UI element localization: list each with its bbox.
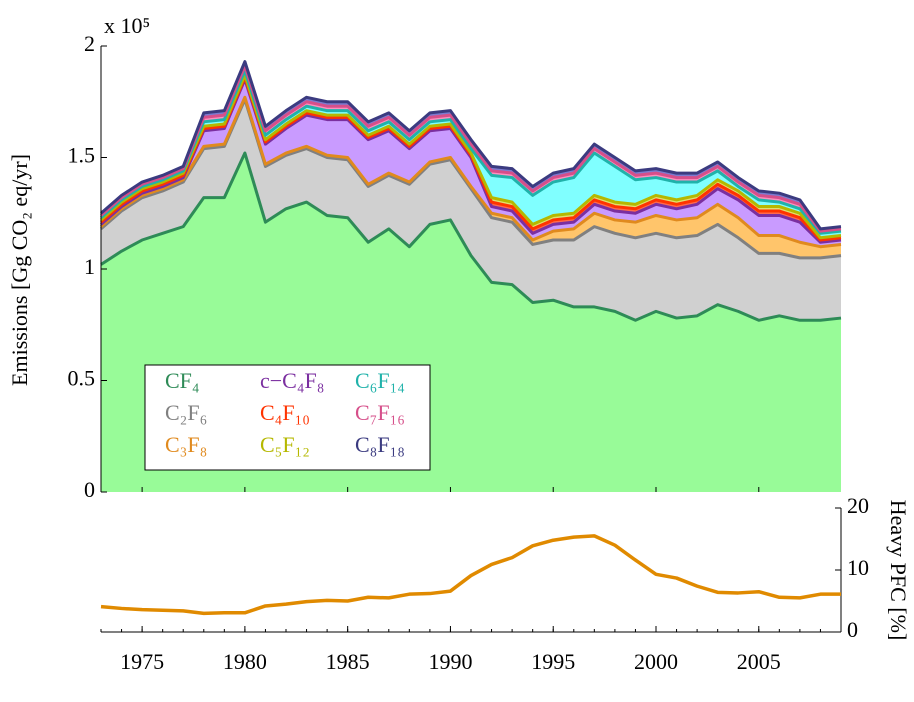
- y-tick-label: 0.5: [68, 366, 96, 391]
- area-edge: [100, 95, 842, 249]
- legend-entry: C₆F₁₄: [355, 368, 405, 393]
- y-tick-label: 1: [84, 254, 95, 279]
- area-edge: [100, 151, 842, 322]
- x-tick-label: 1985: [326, 649, 370, 674]
- y-tick-label: 0: [84, 477, 95, 502]
- y2-tick-label: 0: [847, 617, 858, 642]
- x-tick-label: 1990: [428, 649, 472, 674]
- legend-entry: C₈F₁₈: [355, 432, 405, 457]
- legend-box: [144, 364, 431, 471]
- legend-entry: CF₄: [165, 368, 200, 393]
- legend-entry: C₂F₆: [165, 400, 207, 425]
- y-tick-label: 1.5: [68, 143, 96, 168]
- legend-entry: c−C₄F₈: [260, 368, 324, 393]
- x-tick-label: 1980: [223, 649, 267, 674]
- y-multiplier: x 10⁵: [104, 13, 150, 38]
- area-edge: [100, 73, 842, 240]
- y-axis-label: Emissions [Gg CO₂ eq/yr]: [7, 154, 32, 386]
- area-edge: [100, 60, 842, 231]
- legend-entry: C₇F₁₆: [355, 400, 405, 425]
- y2-axis-label: Heavy PFC [%]: [886, 500, 911, 641]
- legend: CF₄ C₂F₆ C₃F₈ c−C₄F₈ C₄F₁₀ C₅F₁₂ C₆F₁₄ C₇F₁₆ C₈F…: [144, 364, 431, 471]
- y-tick-label: 2: [84, 31, 95, 56]
- x-tick-label: 1975: [120, 649, 164, 674]
- x-tick-label: 2000: [634, 649, 678, 674]
- x-tick-label: 1995: [531, 649, 575, 674]
- x-tick-label: 2005: [737, 649, 781, 674]
- line: [100, 534, 841, 616]
- y2-tick-label: 20: [847, 493, 869, 518]
- y2-tick-label: 10: [847, 555, 869, 580]
- legend-entry: C₃F₈: [165, 432, 207, 457]
- area: [101, 97, 841, 258]
- area-edge: [100, 69, 842, 235]
- area-edge: [100, 64, 842, 233]
- area: [101, 99, 841, 321]
- legend-entry: C₄F₁₀: [260, 400, 310, 425]
- legend-entry: C₅F₁₂: [260, 432, 310, 457]
